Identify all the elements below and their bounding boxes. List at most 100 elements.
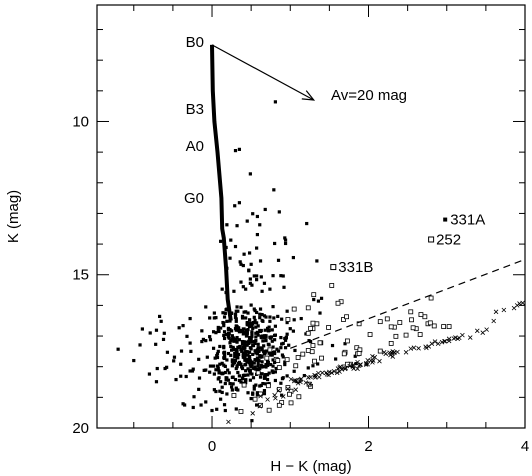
filled-square-point xyxy=(161,337,166,342)
filled-square-point xyxy=(250,324,254,328)
filled-square-point xyxy=(261,339,265,343)
filled-square-point xyxy=(285,374,289,378)
filled-square-point xyxy=(222,315,227,319)
filled-square-point xyxy=(235,348,239,352)
filled-square-point xyxy=(230,358,234,362)
open-square-point xyxy=(241,382,247,388)
filled-square-point xyxy=(273,378,277,383)
filled-square-point xyxy=(256,346,260,350)
filled-square-point xyxy=(154,342,158,346)
open-square-point xyxy=(344,314,350,320)
filled-square-point xyxy=(216,328,220,332)
filled-square-point xyxy=(279,381,283,385)
filled-square-point xyxy=(334,357,338,361)
filled-square-point xyxy=(248,359,252,363)
labeled-source-name: 252 xyxy=(436,231,461,248)
filled-square-point xyxy=(247,354,252,359)
filled-square-point xyxy=(208,335,212,339)
filled-square-point xyxy=(255,403,259,407)
filled-square-point xyxy=(183,403,187,407)
filled-square-point xyxy=(263,207,267,212)
filled-square-point xyxy=(291,255,295,260)
open-square-point xyxy=(341,317,346,322)
filled-square-point xyxy=(245,343,249,347)
filled-square-point xyxy=(283,238,288,242)
filled-square-point xyxy=(269,353,273,357)
filled-square-point xyxy=(216,325,220,330)
filled-square-point xyxy=(256,364,260,368)
open-square-point xyxy=(377,319,383,325)
filled-square-point xyxy=(225,319,229,323)
open-square-point xyxy=(264,355,270,361)
open-square-point xyxy=(293,363,299,369)
filled-square-point xyxy=(265,326,270,330)
filled-square-point xyxy=(211,330,216,334)
cross-point xyxy=(351,366,356,371)
cross-point xyxy=(416,346,421,351)
filled-square-point xyxy=(252,307,256,311)
filled-square-point xyxy=(264,334,268,338)
filled-square-point xyxy=(236,356,240,360)
filled-square-point xyxy=(262,352,267,356)
filled-square-point xyxy=(226,328,231,332)
filled-square-point xyxy=(233,312,238,316)
reddening-vector-label: Av=20 mag xyxy=(331,87,407,104)
filled-square-point xyxy=(268,319,272,323)
cross-point xyxy=(335,366,341,371)
filled-square-point xyxy=(241,263,245,268)
filled-square-point xyxy=(191,367,195,371)
filled-square-point xyxy=(245,320,249,325)
filled-square-point xyxy=(250,340,254,344)
open-square-point xyxy=(427,320,433,326)
cross-point xyxy=(480,330,486,335)
filled-square-point xyxy=(215,407,219,411)
filled-square-point xyxy=(273,370,277,374)
filled-square-point xyxy=(245,219,249,223)
cross-point xyxy=(442,338,448,344)
filled-square-point xyxy=(249,396,253,401)
filled-square-point xyxy=(280,377,285,381)
filled-square-point xyxy=(311,364,315,368)
filled-square-point xyxy=(240,349,244,353)
cross-point xyxy=(493,309,499,315)
cross-point xyxy=(355,359,360,365)
filled-square-point xyxy=(212,316,216,320)
cross-point xyxy=(395,349,400,355)
open-square-point xyxy=(377,348,383,354)
filled-square-point xyxy=(201,337,206,342)
filled-square-point xyxy=(222,356,226,360)
filled-square-point xyxy=(238,260,242,264)
filled-square-point xyxy=(253,349,257,353)
open-square-point xyxy=(312,358,317,364)
filled-square-point xyxy=(234,337,238,342)
filled-square-point xyxy=(246,391,250,395)
open-square-point xyxy=(446,324,452,329)
filled-square-point xyxy=(237,374,242,378)
filled-square-point xyxy=(222,336,227,341)
cross-point xyxy=(442,338,447,344)
filled-square-point xyxy=(216,349,220,353)
filled-square-point xyxy=(116,347,120,351)
filled-square-point xyxy=(217,369,221,373)
filled-square-point xyxy=(237,201,242,205)
filled-square-point xyxy=(234,387,238,391)
filled-square-point xyxy=(249,347,253,351)
open-square-point xyxy=(285,317,291,322)
cross-point xyxy=(288,376,294,382)
filled-square-point xyxy=(197,376,202,380)
filled-square-point xyxy=(219,397,223,401)
filled-square-point xyxy=(247,341,251,345)
filled-square-point xyxy=(217,376,221,380)
filled-square-point xyxy=(235,324,239,329)
open-square-point xyxy=(408,309,414,315)
cross-point xyxy=(423,344,428,350)
filled-square-point xyxy=(222,403,227,407)
filled-square-point xyxy=(246,367,250,371)
cross-point xyxy=(370,353,375,359)
filled-square-point xyxy=(248,172,252,176)
main-sequence-track xyxy=(210,44,233,321)
filled-square-point xyxy=(228,341,232,345)
filled-square-point xyxy=(280,317,284,321)
filled-square-point xyxy=(250,331,254,336)
